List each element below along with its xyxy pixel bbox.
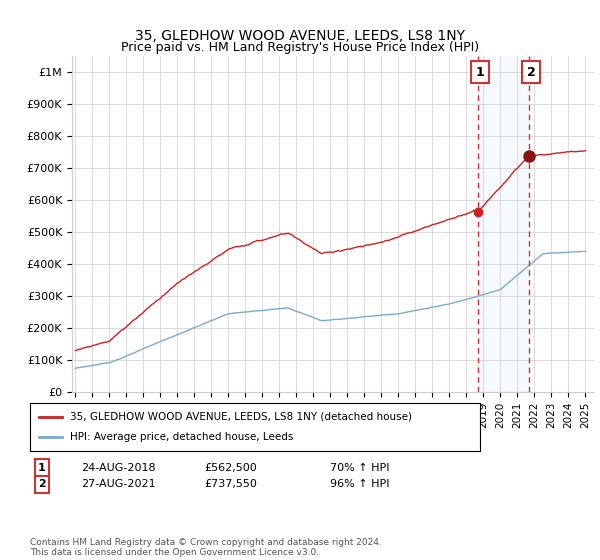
- Text: 1: 1: [476, 66, 484, 78]
- Text: 35, GLEDHOW WOOD AVENUE, LEEDS, LS8 1NY (detached house): 35, GLEDHOW WOOD AVENUE, LEEDS, LS8 1NY …: [71, 412, 413, 422]
- Text: 96% ↑ HPI: 96% ↑ HPI: [330, 479, 389, 489]
- Text: 2: 2: [527, 66, 535, 78]
- Text: 27-AUG-2021: 27-AUG-2021: [81, 479, 155, 489]
- Text: Contains HM Land Registry data © Crown copyright and database right 2024.
This d: Contains HM Land Registry data © Crown c…: [30, 538, 382, 557]
- Bar: [478, 56, 529, 392]
- Text: 35, GLEDHOW WOOD AVENUE, LEEDS, LS8 1NY: 35, GLEDHOW WOOD AVENUE, LEEDS, LS8 1NY: [135, 29, 465, 44]
- Text: 24-AUG-2018: 24-AUG-2018: [81, 463, 155, 473]
- Text: 1: 1: [38, 463, 46, 473]
- Text: Price paid vs. HM Land Registry's House Price Index (HPI): Price paid vs. HM Land Registry's House …: [121, 41, 479, 54]
- Text: HPI: Average price, detached house, Leeds: HPI: Average price, detached house, Leed…: [71, 432, 294, 442]
- Text: £562,500: £562,500: [204, 463, 257, 473]
- Text: 70% ↑ HPI: 70% ↑ HPI: [330, 463, 389, 473]
- Text: 2: 2: [38, 479, 46, 489]
- Text: £737,550: £737,550: [204, 479, 257, 489]
